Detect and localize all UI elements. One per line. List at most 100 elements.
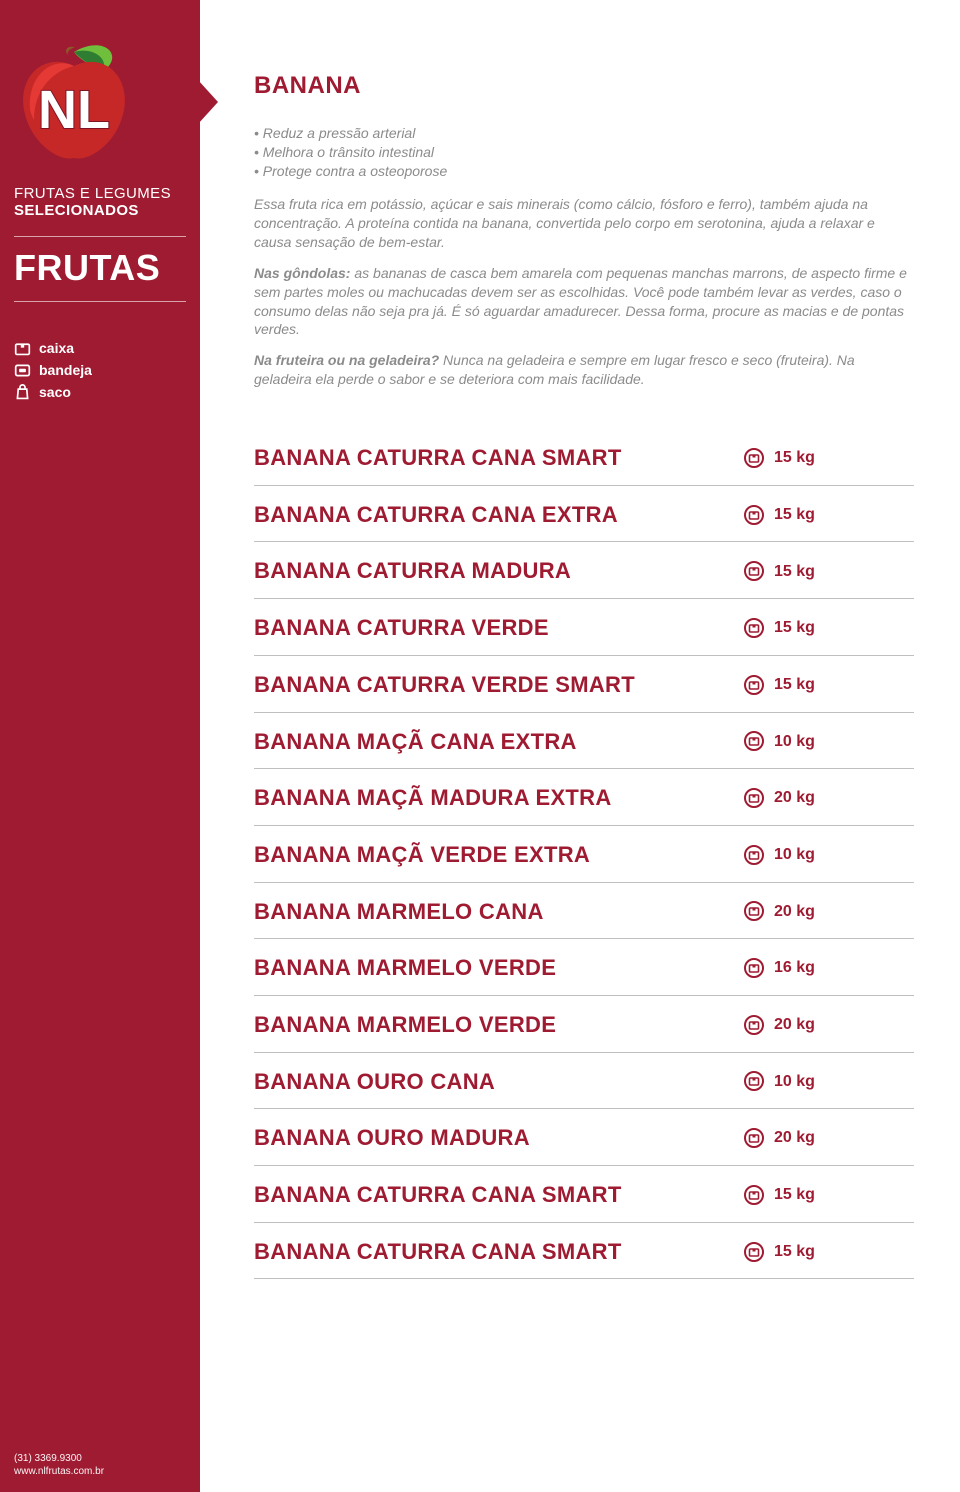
product-name: BANANA MAÇÃ CANA EXTRA [254, 727, 577, 757]
product-weight: 15 kg [774, 1184, 815, 1206]
product-weight: 15 kg [774, 617, 815, 639]
product-weight: 20 kg [774, 1014, 815, 1036]
contact-phone: (31) 3369.9300 [14, 1453, 104, 1466]
nl-apple-logo-icon: NL [14, 42, 134, 162]
product-name: BANANA CATURRA CANA EXTRA [254, 500, 618, 530]
divider [14, 301, 186, 302]
footer-contact: (31) 3369.9300 www.nlfrutas.com.br [14, 1453, 104, 1478]
intro-paragraph: Essa fruta rica em potássio, açúcar e sa… [254, 195, 914, 252]
product-quantity: 15 kg [744, 1241, 914, 1263]
legend-label: saco [39, 384, 71, 400]
product-weight: 20 kg [774, 901, 815, 923]
legend: caixa bandeja saco [14, 340, 186, 401]
gondolas-paragraph: Nas gôndolas: as bananas de casca bem am… [254, 264, 914, 340]
product-name: BANANA MAÇÃ VERDE EXTRA [254, 840, 590, 870]
legend-item-bandeja: bandeja [14, 362, 186, 379]
storage-paragraph: Na fruteira ou na geladeira? Nunca na ge… [254, 351, 914, 389]
product-quantity: 15 kg [744, 504, 914, 526]
product-quantity: 15 kg [744, 561, 914, 583]
product-weight: 16 kg [774, 957, 815, 979]
product-weight: 20 kg [774, 1127, 815, 1149]
legend-label: bandeja [39, 362, 92, 378]
product-row: BANANA CATURRA CANA EXTRA 15 kg [254, 486, 914, 543]
caixa-icon [744, 448, 764, 468]
product-quantity: 15 kg [744, 447, 914, 469]
caixa-icon [744, 845, 764, 865]
page-title: BANANA [254, 70, 914, 102]
product-list: BANANA CATURRA CANA SMART 15 kg BANANA C… [254, 429, 914, 1279]
product-row: BANANA MARMELO VERDE 20 kg [254, 996, 914, 1053]
caixa-icon [744, 1128, 764, 1148]
product-quantity: 16 kg [744, 957, 914, 979]
product-row: BANANA CATURRA CANA SMART 15 kg [254, 1223, 914, 1280]
product-name: BANANA CATURRA MADURA [254, 556, 571, 586]
product-row: BANANA CATURRA CANA SMART 15 kg [254, 1166, 914, 1223]
paragraph-lead: Nas gôndolas: [254, 265, 350, 281]
caixa-icon [744, 1015, 764, 1035]
product-weight: 15 kg [774, 447, 815, 469]
caixa-icon [744, 561, 764, 581]
paragraph-text: as bananas de casca bem amarela com pequ… [254, 265, 907, 338]
caixa-icon [744, 1242, 764, 1262]
caixa-icon [744, 1185, 764, 1205]
main-content: BANANA Reduz a pressão arterial Melhora … [200, 0, 960, 1492]
legend-item-caixa: caixa [14, 340, 186, 357]
product-name: BANANA CATURRA VERDE SMART [254, 670, 635, 700]
product-weight: 15 kg [774, 1241, 815, 1263]
product-weight: 10 kg [774, 1071, 815, 1093]
legend-label: caixa [39, 340, 74, 356]
product-weight: 10 kg [774, 731, 815, 753]
caixa-icon [744, 1071, 764, 1091]
bullet-item: Melhora o trânsito intestinal [254, 143, 914, 162]
caixa-icon [744, 958, 764, 978]
bandeja-icon [14, 362, 31, 379]
product-row: BANANA CATURRA CANA SMART 15 kg [254, 429, 914, 486]
product-row: BANANA MARMELO VERDE 16 kg [254, 939, 914, 996]
product-row: BANANA MAÇÃ MADURA EXTRA 20 kg [254, 769, 914, 826]
caixa-icon [744, 618, 764, 638]
product-row: BANANA MARMELO CANA 20 kg [254, 883, 914, 940]
product-name: BANANA OURO MADURA [254, 1123, 530, 1153]
product-quantity: 10 kg [744, 1071, 914, 1093]
caixa-icon [744, 505, 764, 525]
benefit-bullets: Reduz a pressão arterial Melhora o trâns… [254, 124, 914, 181]
tagline: FRUTAS E LEGUMES SELECIONADOS [14, 185, 186, 220]
caixa-icon [744, 788, 764, 808]
product-row: BANANA CATURRA MADURA 15 kg [254, 542, 914, 599]
product-quantity: 20 kg [744, 787, 914, 809]
product-weight: 20 kg [774, 787, 815, 809]
product-name: BANANA MAÇÃ MADURA EXTRA [254, 783, 612, 813]
product-row: BANANA MAÇÃ VERDE EXTRA 10 kg [254, 826, 914, 883]
product-quantity: 15 kg [744, 617, 914, 639]
category-title: FRUTAS [14, 247, 186, 289]
product-quantity: 15 kg [744, 674, 914, 696]
caixa-icon [744, 731, 764, 751]
product-weight: 10 kg [774, 844, 815, 866]
divider [14, 236, 186, 237]
product-row: BANANA CATURRA VERDE 15 kg [254, 599, 914, 656]
product-name: BANANA MARMELO VERDE [254, 953, 556, 983]
legend-item-saco: saco [14, 384, 186, 401]
product-row: BANANA CATURRA VERDE SMART 15 kg [254, 656, 914, 713]
product-row: BANANA OURO MADURA 20 kg [254, 1109, 914, 1166]
tagline-line1: FRUTAS E LEGUMES [14, 185, 186, 202]
product-weight: 15 kg [774, 504, 815, 526]
paragraph-lead: Na fruteira ou na geladeira? [254, 352, 439, 368]
product-name: BANANA MARMELO VERDE [254, 1010, 556, 1040]
product-weight: 15 kg [774, 561, 815, 583]
product-quantity: 10 kg [744, 844, 914, 866]
caixa-icon [14, 340, 31, 357]
product-weight: 15 kg [774, 674, 815, 696]
product-name: BANANA OURO CANA [254, 1067, 495, 1097]
product-quantity: 20 kg [744, 1127, 914, 1149]
svg-text:NL: NL [38, 80, 110, 140]
product-name: BANANA MARMELO CANA [254, 897, 544, 927]
product-quantity: 15 kg [744, 1184, 914, 1206]
product-quantity: 10 kg [744, 731, 914, 753]
product-row: BANANA MAÇÃ CANA EXTRA 10 kg [254, 713, 914, 770]
sidebar: NL FRUTAS E LEGUMES SELECIONADOS FRUTAS … [0, 0, 200, 1492]
product-name: BANANA CATURRA CANA SMART [254, 443, 622, 473]
saco-icon [14, 384, 31, 401]
contact-site: www.nlfrutas.com.br [14, 1466, 104, 1479]
bullet-item: Protege contra a osteoporose [254, 162, 914, 181]
